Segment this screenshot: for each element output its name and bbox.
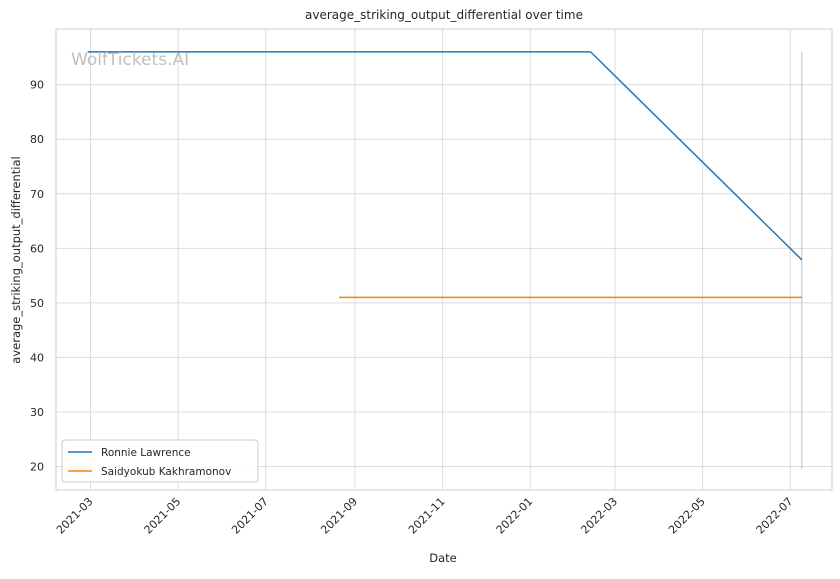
series-line-ronnie-lawrence: [87, 51, 803, 261]
legend-label-ronnie-lawrence: Ronnie Lawrence: [101, 447, 191, 459]
legend: Ronnie Lawrence Saidyokub Kakhramonov: [61, 439, 259, 483]
legend-box: [61, 439, 259, 483]
y-tick-label: 90: [30, 79, 44, 92]
y-axis-label: average_striking_output_differential: [9, 156, 23, 363]
chart-title: average_striking_output_differential ove…: [305, 8, 583, 22]
y-tick-label: 50: [30, 297, 44, 310]
y-tick-label: 30: [30, 406, 44, 419]
data-layer: [87, 51, 803, 470]
grid-layer: [56, 29, 832, 490]
y-tick-label: 20: [30, 461, 44, 474]
plot-area-frame: [55, 28, 833, 491]
y-tick-label: 40: [30, 351, 44, 364]
watermark-text: WolfTickets.AI: [71, 50, 189, 70]
legend-label-saidyokub-kakhramonov: Saidyokub Kakhramonov: [101, 466, 231, 478]
x-axis-label: Date: [429, 551, 457, 565]
y-tick-label: 80: [30, 133, 44, 146]
y-tick-label: 70: [30, 188, 44, 201]
y-tick-label: 60: [30, 242, 44, 255]
